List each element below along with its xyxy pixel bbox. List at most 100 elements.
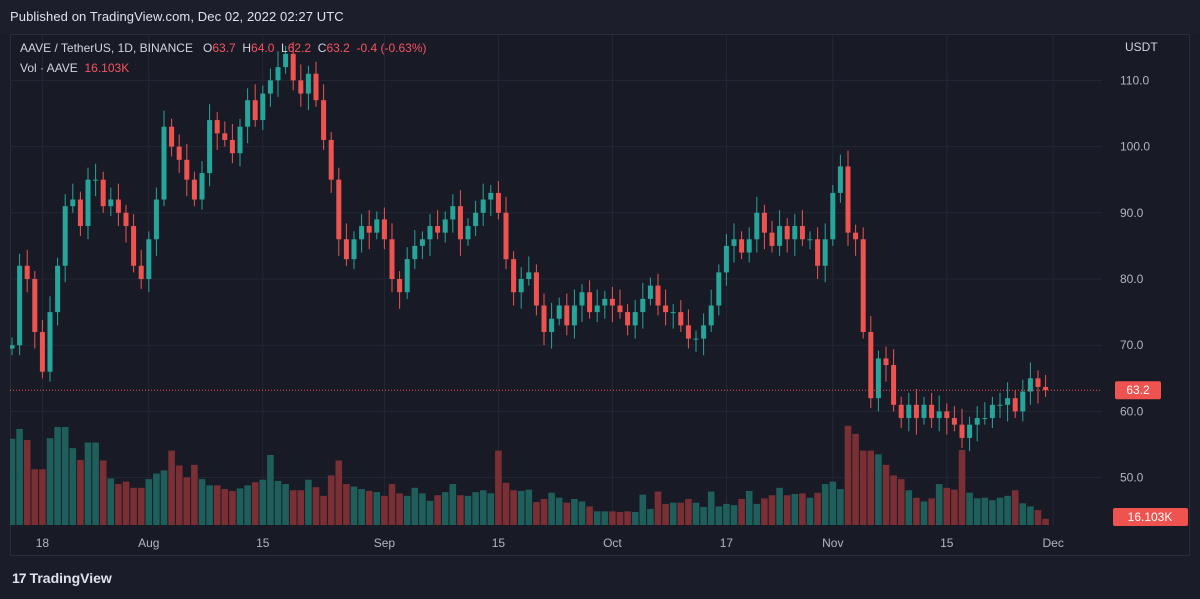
volume-bar bbox=[639, 494, 647, 525]
candle-body bbox=[222, 133, 228, 140]
candle-body bbox=[731, 239, 737, 246]
x-tick-label: 18 bbox=[36, 536, 50, 550]
volume-bar bbox=[821, 484, 829, 525]
candle-body bbox=[85, 179, 91, 227]
candle-body bbox=[366, 226, 372, 233]
volume-bar bbox=[403, 495, 411, 525]
x-tick-label: Sep bbox=[374, 536, 396, 550]
volume-bar bbox=[236, 488, 244, 525]
volume-bar bbox=[996, 497, 1004, 525]
candle-body bbox=[860, 239, 866, 332]
candle-body bbox=[480, 199, 486, 213]
volume-bar bbox=[738, 498, 745, 525]
candle-body bbox=[822, 239, 828, 266]
candle-body bbox=[161, 126, 167, 200]
volume-bar bbox=[464, 495, 472, 525]
volume-bar bbox=[84, 442, 92, 525]
volume-bar bbox=[77, 459, 84, 525]
candle-body bbox=[723, 245, 729, 273]
candle-body bbox=[457, 206, 463, 240]
candle-body bbox=[647, 285, 653, 299]
volume-bar bbox=[305, 479, 312, 525]
candle-body bbox=[784, 226, 790, 240]
candle-body bbox=[739, 239, 745, 253]
close-label: C bbox=[317, 41, 327, 55]
tradingview-logo-icon: 17 bbox=[12, 570, 27, 586]
candle-body bbox=[1020, 391, 1026, 412]
candle-body bbox=[184, 159, 190, 180]
volume-bar bbox=[685, 498, 692, 525]
volume-bar bbox=[335, 460, 343, 525]
candle-body bbox=[207, 120, 213, 174]
candle-body bbox=[579, 292, 585, 306]
volume-bar bbox=[426, 500, 434, 525]
candle-body bbox=[518, 279, 524, 293]
candle-body bbox=[913, 404, 919, 419]
symbol-label[interactable]: AAVE / TetherUS, 1D, BINANCE bbox=[20, 41, 193, 55]
volume-bar bbox=[517, 490, 525, 525]
volume-bar bbox=[244, 485, 251, 525]
volume-label[interactable]: Vol · AAVE bbox=[20, 61, 78, 75]
candle-body bbox=[290, 53, 296, 81]
volume-bar bbox=[221, 489, 229, 525]
candle-body bbox=[708, 305, 714, 326]
volume-bar bbox=[297, 490, 305, 525]
candle-body bbox=[62, 206, 68, 266]
candle-body bbox=[632, 312, 638, 326]
volume-bar bbox=[358, 489, 365, 525]
candle-body bbox=[252, 100, 258, 121]
volume-bar bbox=[472, 492, 479, 525]
volume-bar bbox=[411, 487, 419, 525]
volume-legend: Vol · AAVE 16.103K bbox=[20, 61, 129, 75]
volume-bar bbox=[1027, 506, 1034, 525]
candlestick-chart[interactable]: 110.0 100.0 90.0 80.0 70.0 60.0 50.0 18 Aug 15 Sep… bbox=[10, 34, 1190, 556]
open-label: O bbox=[202, 41, 213, 55]
candle-body bbox=[944, 411, 950, 419]
volume-bar bbox=[99, 460, 107, 525]
candle-body bbox=[541, 305, 547, 332]
candle-body bbox=[214, 120, 220, 134]
volume-bar bbox=[487, 493, 495, 525]
candle-body bbox=[799, 226, 805, 240]
candle-body bbox=[830, 192, 836, 240]
candle-body bbox=[131, 226, 137, 266]
volume-bar bbox=[586, 506, 593, 525]
volume-bar bbox=[206, 485, 213, 525]
volume-bar bbox=[23, 440, 31, 525]
candle-body bbox=[556, 305, 562, 319]
candle-body bbox=[594, 305, 600, 313]
volume-bar bbox=[753, 503, 761, 525]
candle-body bbox=[39, 331, 45, 372]
candle-body bbox=[837, 166, 843, 193]
volume-bar bbox=[890, 475, 897, 525]
volume-bar bbox=[198, 479, 206, 525]
volume-bar bbox=[852, 433, 859, 525]
volume-bar bbox=[502, 482, 510, 525]
candle-body bbox=[982, 418, 988, 420]
volume-bar bbox=[39, 469, 46, 525]
candle-body bbox=[229, 139, 235, 154]
volume-bar bbox=[107, 478, 115, 525]
volume-bar bbox=[897, 479, 905, 525]
volume-bar bbox=[867, 450, 875, 525]
candle-body bbox=[807, 239, 813, 241]
volume-bar bbox=[1011, 490, 1019, 525]
x-tick-label: 15 bbox=[940, 536, 954, 550]
volume-bar bbox=[700, 507, 707, 525]
volume-bar bbox=[806, 497, 814, 525]
candle-body bbox=[305, 73, 311, 94]
volume-bar bbox=[601, 511, 609, 525]
tradingview-logo[interactable]: 17 TradingView bbox=[12, 570, 112, 586]
volume-bar bbox=[730, 505, 738, 525]
x-tick-label: Dec bbox=[1043, 536, 1064, 550]
volume-bar bbox=[191, 464, 198, 525]
volume-value: 16.103K bbox=[84, 61, 130, 75]
candle-body bbox=[898, 404, 904, 419]
candle-body bbox=[450, 206, 456, 220]
candle-body bbox=[685, 325, 691, 339]
volume-bar bbox=[259, 479, 267, 525]
candle-body bbox=[123, 212, 129, 227]
candle-body bbox=[1043, 386, 1049, 391]
volume-bar bbox=[776, 487, 783, 525]
volume-bar bbox=[1034, 510, 1042, 525]
